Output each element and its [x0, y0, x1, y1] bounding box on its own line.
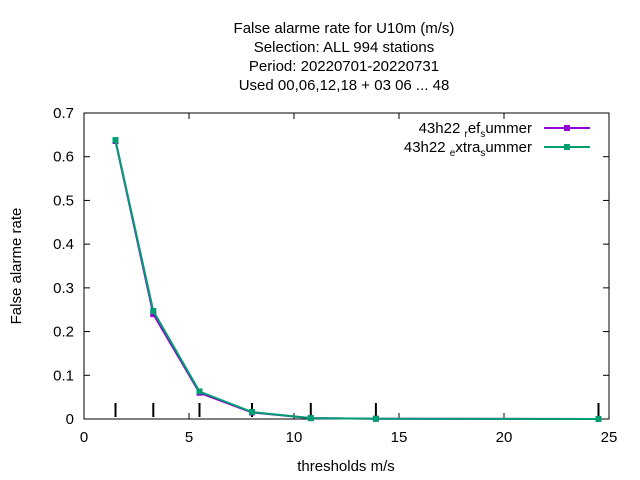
x-tick-label: 15 — [391, 429, 408, 446]
x-tick-label: 25 — [601, 429, 618, 446]
legend-label-extra: 43h22 extrasummer — [404, 139, 532, 159]
data-point — [196, 388, 203, 395]
chart-title: False alarme rate for U10m (m/s) Selecti… — [234, 20, 455, 94]
y-tick-label: 0.2 — [53, 324, 74, 341]
legend-marker-extra — [564, 144, 570, 150]
data-point — [307, 415, 314, 422]
y-tick-label: 0.1 — [53, 367, 74, 384]
data-point — [150, 308, 157, 315]
data-point — [372, 415, 379, 422]
title-line-4: Used 00,06,12,18 + 03 06 ... 48 — [239, 77, 450, 94]
title-line-2: Selection: ALL 994 stations — [254, 39, 434, 56]
data-point — [249, 409, 255, 416]
y-tick-label: 0.6 — [53, 149, 74, 166]
plot-frame — [83, 112, 610, 420]
y-tick-label: 0 — [66, 411, 74, 428]
y-axis-label: False alarme rate — [8, 208, 25, 325]
x-axis-label: thresholds m/s — [297, 458, 395, 475]
legend-marker-ref — [564, 125, 570, 131]
x-tick-label: 0 — [80, 429, 88, 446]
y-tick-label: 0.4 — [53, 236, 74, 253]
x-tick-label: 10 — [286, 429, 303, 446]
title-line-1: False alarme rate for U10m (m/s) — [234, 20, 455, 37]
axis-ticks — [83, 112, 610, 420]
threshold-marks — [114, 403, 600, 417]
title-line-3: Period: 20220701-20220731 — [249, 58, 439, 75]
data-point — [150, 311, 157, 318]
x-tick-labels: 0 5 10 15 20 25 — [80, 429, 618, 446]
legend: 43h22 refsummer 43h22 extrasummer — [404, 120, 590, 159]
data-point — [112, 137, 119, 144]
series-line — [114, 140, 599, 420]
series-group — [112, 137, 602, 422]
x-tick-label: 5 — [185, 429, 193, 446]
y-tick-label: 0.5 — [53, 192, 74, 209]
legend-label-ref: 43h22 refsummer — [419, 120, 532, 140]
y-tick-labels: 0 0.1 0.2 0.3 0.4 0.5 0.6 0.7 — [53, 105, 74, 428]
data-point — [595, 416, 602, 422]
series-line — [114, 139, 599, 420]
y-tick-label: 0.3 — [53, 280, 74, 297]
y-tick-label: 0.7 — [53, 105, 74, 122]
x-tick-label: 20 — [496, 429, 513, 446]
